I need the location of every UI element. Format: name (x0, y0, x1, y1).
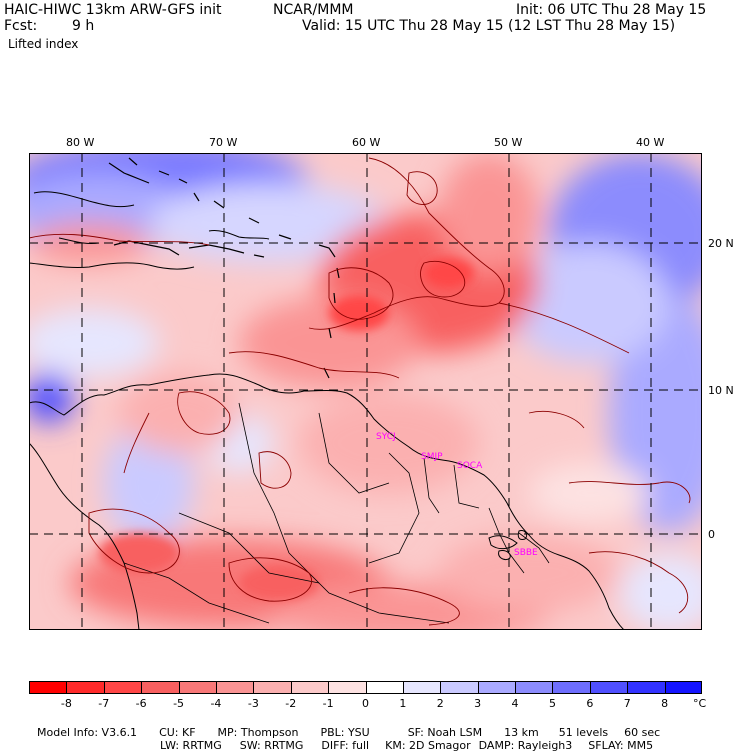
colorbar-swatch (365, 681, 404, 694)
surface-scheme: SF: Noah LSM (407, 726, 483, 739)
colorbar-tick (290, 681, 292, 694)
colorbar-swatch (141, 681, 180, 694)
lat-label-10n: 10 N (708, 384, 734, 397)
colorbar-tick-label: 4 (511, 697, 519, 710)
colorbar-swatch (515, 681, 553, 694)
colorbar-tick-label: 8 (661, 697, 669, 710)
forecast-label: Fcst: (4, 18, 38, 34)
colorbar-tick-label: 3 (474, 697, 482, 710)
colorbar-swatch (552, 681, 591, 694)
shortwave-scheme: SW: RRTMG (239, 739, 304, 752)
country-borders (123, 402, 550, 624)
model-info-line1: Model Info: V3.6.1 CU: KF MP: Thompson PBL:… (30, 713, 660, 739)
caribbean-islands (108, 157, 340, 379)
lon-label-40w: 40 W (636, 136, 665, 149)
colorbar-tick (66, 681, 68, 694)
colorbar-tick-label: -4 (210, 697, 222, 710)
colorbar-tick (627, 681, 629, 694)
colorbar-swatch (440, 681, 479, 694)
colorbar-tick (365, 681, 367, 694)
model-version: Model Info: V3.6.1 (37, 726, 138, 739)
colorbar-tick-label: -6 (135, 697, 147, 710)
colorbar-tick-label: -8 (60, 697, 72, 710)
colorbar-tick-label: 2 (436, 697, 444, 710)
colorbar-tick (103, 681, 105, 694)
colorbar-tick-label: -2 (285, 697, 297, 710)
colorbar-swatch (178, 681, 217, 694)
lifted-index-map: SYCJ SMJP SOCA SBBE (29, 153, 702, 630)
microphysics-scheme: MP: Thompson (217, 726, 299, 739)
lat-label-20n: 20 N (708, 237, 734, 250)
cumulus-scheme: CU: KF (159, 726, 196, 739)
surface-layer-scheme: SFLAY: MM5 (588, 739, 654, 752)
colorbar-swatch (103, 681, 142, 694)
graticule (29, 153, 702, 630)
colorbar-tick (589, 681, 591, 694)
damping-option: DAMP: Rayleigh3 (478, 739, 573, 752)
colorbar-swatch (290, 681, 329, 694)
valid-time: Valid: 15 UTC Thu 28 May 15 (12 LST Thu … (302, 18, 676, 34)
init-time: Init: 06 UTC Thu 28 May 15 (516, 2, 707, 18)
colorbar-tick-label: 6 (586, 697, 594, 710)
colorbar-swatch (328, 681, 366, 694)
map-frame (29, 153, 702, 630)
colorbar-tick-label: 1 (399, 697, 407, 710)
colorbar-tick (552, 681, 554, 694)
colorbar-tick (402, 681, 404, 694)
grid-spacing: 13 km (504, 726, 539, 739)
institution-label: NCAR/MMM (273, 2, 354, 18)
pbl-scheme: PBL: YSU (320, 726, 370, 739)
diffusion-option: DIFF: full (321, 739, 370, 752)
lat-label-equator: 0 (708, 528, 715, 541)
colorbar-swatch (589, 681, 628, 694)
colorbar-swatch (627, 681, 666, 694)
time-step: 60 sec (624, 726, 661, 739)
colorbar-tick-label: 0 (362, 697, 369, 710)
vertical-levels: 51 levels (558, 726, 609, 739)
longwave-scheme: LW: RRTMG (160, 739, 222, 752)
colorbar-tick-label: -3 (247, 697, 259, 710)
colorbar-swatch (402, 681, 441, 694)
model-title: HAIC-HIWC 13km ARW-GFS init (4, 2, 222, 18)
colorbar-tick (440, 681, 442, 694)
colorbar-tick-label: 7 (623, 697, 631, 710)
colorbar-unit: °C (693, 697, 707, 710)
lon-label-50w: 50 W (494, 136, 523, 149)
coastlines (29, 191, 625, 630)
colorbar-tick (664, 681, 666, 694)
colorbar-swatch (664, 681, 703, 694)
colorbar-tick (215, 681, 217, 694)
colorbar-tick (515, 681, 517, 694)
colorbar-tick (253, 681, 255, 694)
colorbar-tick (141, 681, 143, 694)
station-labels: SYCJ SMJP SOCA SBBE (376, 432, 538, 558)
station-soca: SOCA (457, 461, 483, 471)
colorbar-tick (178, 681, 180, 694)
colorbar-tick-label: 5 (548, 697, 556, 710)
station-sbbe: SBBE (514, 548, 538, 558)
colorbar-tick (328, 681, 330, 694)
station-smjp: SMJP (421, 452, 443, 462)
colorbar-swatch (29, 681, 67, 694)
forecast-hour: 9 h (72, 18, 95, 34)
lon-label-60w: 60 W (352, 136, 381, 149)
colorbar-swatch (215, 681, 254, 694)
colorbar-swatch (66, 681, 105, 694)
colorbar-tick-label: -1 (322, 697, 334, 710)
li-contours (29, 157, 691, 626)
field-name: Lifted index (8, 37, 79, 51)
colorbar-tick (477, 681, 479, 694)
model-info-line2: LW: RRTMG SW: RRTMG DIFF: full KM: 2D Smago… (153, 726, 653, 752)
lon-label-70w: 70 W (209, 136, 238, 149)
colorbar-swatch (477, 681, 516, 694)
km-option: KM: 2D Smagor (385, 739, 471, 752)
station-sycj: SYCJ (376, 432, 396, 442)
colorbar-tick-label: -5 (173, 697, 185, 710)
colorbar-tick-label: -7 (98, 697, 110, 710)
lon-label-80w: 80 W (66, 136, 95, 149)
colorbar-swatch (253, 681, 292, 694)
